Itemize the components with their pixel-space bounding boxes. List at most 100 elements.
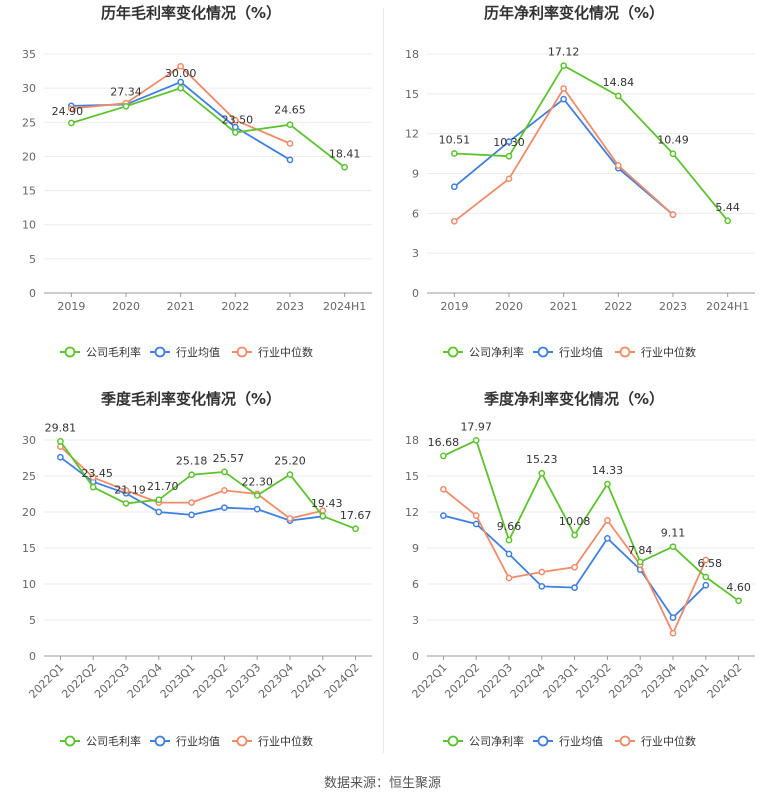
legend-marker — [537, 346, 549, 358]
data-point — [538, 568, 546, 576]
y-tick-label: 5 — [29, 614, 36, 627]
data-point — [89, 474, 97, 481]
x-tick-label: 2023 — [276, 300, 304, 313]
x-tick-label: 2022Q3 — [92, 661, 132, 701]
data-point — [286, 515, 294, 522]
data-point — [604, 535, 611, 542]
y-tick-label: 6 — [412, 207, 419, 220]
y-tick-label: 6 — [412, 578, 419, 591]
data-label: 23.45 — [81, 467, 113, 480]
series-line — [453, 97, 674, 216]
x-tick-label: 2022Q4 — [508, 661, 548, 701]
data-label: 17.12 — [548, 46, 580, 59]
legend-marker — [64, 735, 76, 747]
x-tick-label: 2022Q2 — [59, 661, 99, 701]
data-label: 17.97 — [460, 420, 492, 433]
data-label: 25.57 — [213, 452, 245, 465]
data-point — [67, 119, 75, 127]
y-tick-label: 0 — [29, 650, 36, 663]
data-point — [450, 183, 458, 191]
x-tick-label: 2022Q1 — [26, 661, 66, 701]
y-tick-label: 10 — [22, 219, 36, 232]
data-point — [724, 217, 732, 225]
series-line — [71, 80, 291, 161]
data-point — [472, 437, 480, 444]
x-tick-label: 2022Q3 — [475, 661, 515, 701]
data-label: 27.34 — [110, 85, 142, 98]
legend-label: 公司毛利率 — [86, 345, 141, 359]
data-point — [286, 156, 294, 164]
data-label: 25.20 — [274, 455, 306, 468]
data-point — [319, 512, 327, 520]
chart-annual-gross-margin: 历年毛利率变化情况（%） 0 5 10 15 20 25 30 35 2019 2020 2021 20… — [0, 0, 382, 380]
data-label: 21.70 — [147, 480, 179, 493]
data-point — [341, 163, 349, 171]
y-tick-label: 9 — [412, 542, 419, 555]
y-tick-label: 9 — [412, 168, 419, 181]
series-line — [442, 488, 707, 636]
data-point — [571, 563, 578, 571]
legend-marker — [537, 735, 549, 747]
x-tick-label: 2023Q2 — [190, 661, 230, 701]
data-label: 21.19 — [114, 483, 146, 496]
data-point — [177, 78, 185, 86]
legend-label: 公司净利率 — [469, 734, 524, 748]
x-tick-label: 2024Q2 — [322, 661, 362, 701]
legend-label: 行业均值 — [176, 735, 220, 748]
data-point — [286, 471, 294, 478]
x-tick-label: 2019 — [440, 300, 468, 313]
data-point — [177, 62, 185, 70]
legend-label: 行业中位数 — [258, 345, 313, 359]
data-point — [604, 517, 611, 524]
x-tick-label: 2024Q1 — [672, 661, 712, 701]
data-label: 10.08 — [559, 515, 591, 528]
data-point — [614, 92, 622, 100]
data-label: 22.30 — [241, 475, 273, 488]
data-point — [440, 485, 447, 493]
y-tick-label: 30 — [22, 82, 36, 95]
x-tick-label: 2024H1 — [706, 300, 749, 313]
x-tick-label: 2019 — [57, 300, 85, 313]
data-point — [702, 556, 710, 564]
chart-svg: 季度净利率变化情况（%） 0 3 6 9 12 15 18 2022Q12022Q22022Q3… — [405, 390, 755, 748]
x-tick-label: 2020 — [112, 300, 140, 313]
x-tick-label: 2021 — [550, 300, 578, 313]
legend-label: 行业均值 — [176, 346, 220, 359]
data-point — [177, 84, 185, 92]
data-label: 16.68 — [428, 436, 460, 449]
legend-marker — [154, 346, 166, 358]
y-tick-label: 0 — [29, 287, 36, 300]
data-point — [253, 505, 261, 513]
data-point — [472, 512, 480, 519]
chart-quarterly-net-margin: 季度净利率变化情况（%） 0 3 6 9 12 15 18 2022Q1 2022Q2 2022Q3… — [383, 386, 765, 766]
chart-annual-net-margin: 历年净利率变化情况（%） 0 3 6 9 12 15 18 2019 2020 2021 2022 20… — [383, 0, 765, 380]
data-point — [188, 499, 195, 506]
data-point — [505, 550, 513, 558]
data-label: 14.84 — [603, 76, 635, 89]
data-point — [538, 469, 546, 477]
data-label: 15.23 — [526, 453, 558, 466]
y-tick-label: 20 — [22, 506, 36, 519]
legend-label: 行业中位数 — [641, 734, 696, 748]
x-tick-label: 2023Q3 — [606, 661, 646, 701]
data-point — [505, 536, 513, 544]
y-tick-label: 12 — [405, 506, 419, 519]
data-point — [221, 504, 228, 512]
data-point — [472, 520, 480, 528]
legend-marker — [447, 346, 459, 358]
x-tick-label: 2022Q2 — [442, 661, 482, 701]
y-tick-label: 3 — [412, 247, 419, 260]
data-label: 23.50 — [222, 114, 254, 127]
data-label: 17.67 — [340, 509, 372, 522]
data-label: 30.00 — [165, 67, 197, 80]
data-point — [67, 105, 75, 112]
data-point — [221, 487, 228, 494]
series-line — [454, 64, 729, 222]
data-point — [669, 629, 677, 637]
legend-label: 行业均值 — [559, 735, 603, 748]
data-point — [440, 512, 447, 519]
data-point — [221, 468, 228, 476]
data-point — [440, 452, 447, 460]
y-tick-label: 30 — [22, 434, 36, 447]
x-tick-label: 2022 — [604, 300, 632, 313]
